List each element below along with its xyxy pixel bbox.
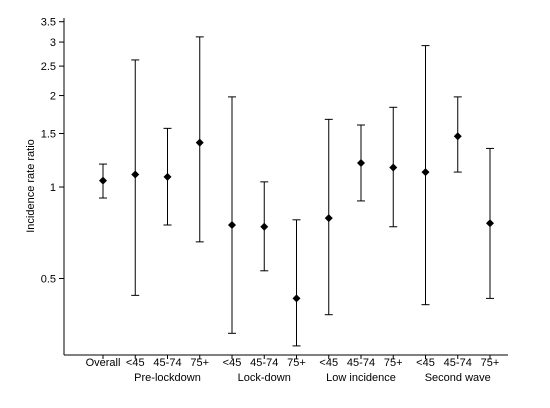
x-category-label: 75+ [384,357,403,369]
y-tick-label: 3.5 [41,17,56,29]
y-tick-label: 2 [50,91,56,103]
x-group-label: Low incidence [326,372,396,384]
category-labels: Overall <45 45-74 75+ <45 45-74 75+ <45 45-74 75+… [86,355,500,369]
x-category-label: 45-74 [444,357,472,369]
y-tick-label: 0.5 [41,273,56,285]
x-category-label: Overall [86,357,121,369]
y-tick-label: 1.5 [41,129,56,141]
x-category-label: 75+ [287,357,306,369]
x-category-label: <45 [416,357,435,369]
x-category-label: <45 [319,357,338,369]
x-category-label: 75+ [190,357,209,369]
estimate-diamond-marker [99,176,107,185]
x-group-label: Pre-lockdown [134,372,201,384]
y-axis-title: Incidence rate ratio [25,139,37,233]
x-group-label: Lock-down [238,372,291,384]
x-category-label: 45-74 [347,357,375,369]
x-category-label: <45 [223,357,242,369]
estimate-diamond-marker [260,222,269,231]
estimate-diamond-marker [163,172,172,181]
estimate-diamond-marker [453,132,462,141]
x-category-label: 45-74 [250,357,278,369]
y-tick-label: 3 [50,37,56,49]
estimate-diamond-marker [421,168,430,177]
estimate-diamond-marker [131,170,140,179]
x-category-label: 45-74 [153,357,181,369]
point-estimates [99,132,494,303]
x-group-label: Second wave [425,372,491,384]
group-labels: Pre-lockdown Lock-down Low incidence Second… [134,372,491,384]
x-category-label: 75+ [481,357,500,369]
x-category-label: <45 [126,357,145,369]
y-tick-label: 2.5 [41,61,56,73]
y-tick-label: 1 [50,182,56,194]
estimate-diamond-marker [357,158,365,167]
y-axis-ticks: 0.5 1 1.5 2 2.5 3 3.5 [41,17,64,285]
estimate-diamond-marker [292,294,301,303]
estimate-diamond-marker [389,163,398,172]
estimate-diamond-marker [228,220,236,229]
estimate-diamond-marker [324,214,333,223]
estimate-diamond-marker [486,219,494,228]
estimate-diamond-marker [195,138,204,147]
